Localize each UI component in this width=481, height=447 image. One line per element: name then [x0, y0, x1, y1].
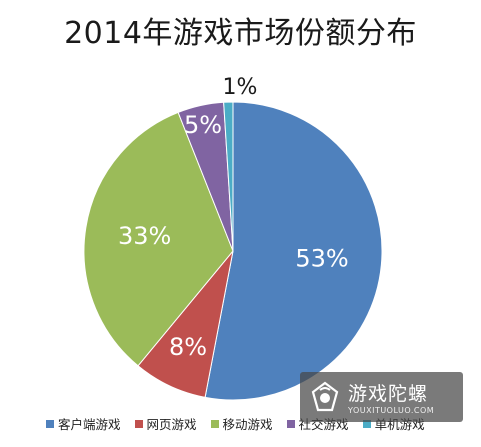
legend-swatch-social [286, 419, 295, 428]
watermark-cn: 游戏陀螺 [348, 383, 429, 405]
pie-slice-mobile [83, 111, 234, 367]
pie-slice-client [204, 101, 383, 401]
pie-label-web: 8% [169, 333, 207, 361]
legend-label-web: 网页游戏 [146, 417, 197, 432]
pie-label-social: 5% [184, 111, 222, 139]
legend-label-mobile: 移动游戏 [222, 417, 273, 432]
pie-label-mobile: 33% [118, 222, 171, 250]
pie-slice-labels: 53% 8% 33% 5%1% [118, 75, 349, 361]
chart-title: 2014年游戏市场份额分布 [64, 16, 417, 51]
legend-swatch-client [46, 419, 54, 428]
watermark: 游戏陀螺 YOUXITUOLUO.COM [300, 372, 463, 422]
legend-item-client: 客户端游戏 [46, 414, 121, 433]
legend-swatch-web [134, 419, 143, 428]
legend-swatch-mobile [210, 419, 219, 428]
pie-label-standalone: 1% [223, 75, 258, 100]
legend-item-mobile: 移动游戏 [210, 414, 273, 433]
pie-slice-standalone [223, 101, 234, 252]
pie-slices [83, 101, 383, 401]
legend-label-client: 客户端游戏 [58, 417, 121, 432]
watermark-en: YOUXITUOLUO.COM [348, 406, 435, 415]
legend-item-web: 网页游戏 [134, 414, 197, 433]
gyroscope-logo-icon [311, 381, 339, 412]
legend-swatch-standalone [362, 419, 371, 428]
pie-label-client: 53% [295, 244, 348, 272]
